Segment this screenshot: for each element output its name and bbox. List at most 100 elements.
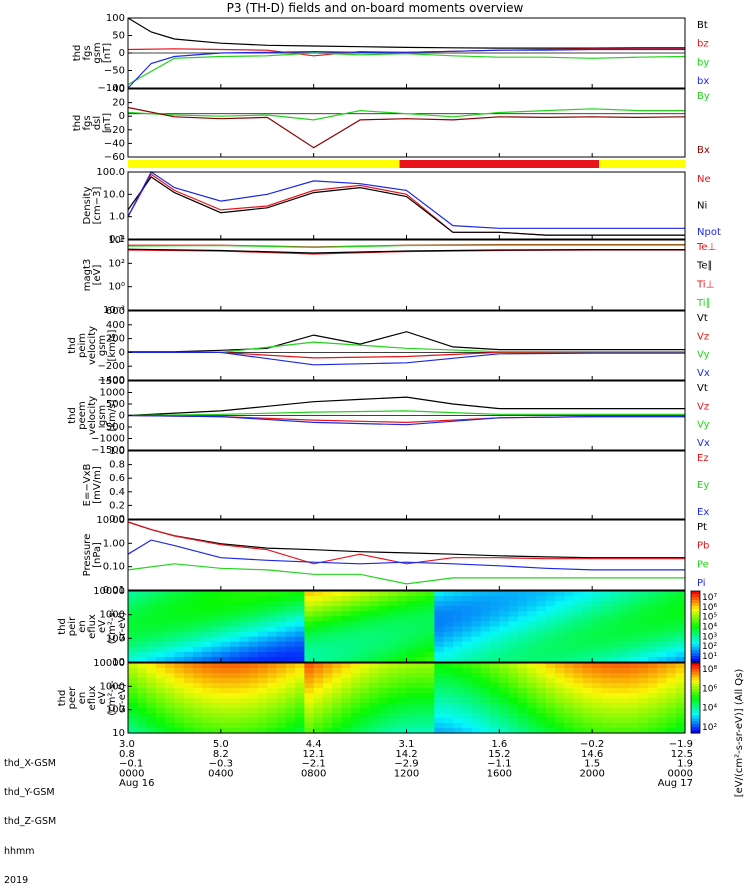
heatmap-cell (592, 601, 603, 607)
heatmap-cell (192, 651, 203, 658)
heatmap-cell (369, 656, 380, 663)
heatmap-cell (638, 626, 649, 633)
heatmap-cell (257, 621, 268, 628)
heatmap-cell (620, 688, 630, 694)
heatmap-cell (202, 663, 213, 669)
heatmap-cell (601, 606, 612, 612)
ephem-z: −0.1 (119, 759, 143, 770)
heatmap-cell (480, 656, 491, 663)
heatmap-cell (415, 596, 426, 602)
heatmap-cell (341, 703, 352, 709)
heatmap-cell (155, 708, 166, 714)
heatmap-cell (174, 718, 185, 724)
heatmap-cell (155, 698, 166, 704)
y-axis-label: gsm (97, 405, 108, 426)
heatmap-cell (480, 703, 491, 709)
heatmap-cell (657, 723, 668, 729)
ephem-y: 12.5 (671, 749, 693, 760)
heatmap-cell (230, 663, 240, 669)
colorbar-swatch (691, 712, 700, 717)
heatmap-cell (564, 621, 575, 628)
heatmap-cell (555, 663, 565, 669)
heatmap-cell (183, 728, 194, 734)
heatmap-cell (406, 651, 417, 658)
heatmap-cell (350, 601, 361, 607)
heatmap-cell (610, 673, 621, 679)
heatmap-cell (517, 646, 528, 653)
heatmap-cell (620, 673, 630, 679)
colorbar-swatch (691, 596, 700, 601)
heatmap-cell (582, 646, 593, 653)
colorbar-swatch (691, 718, 700, 722)
heatmap-cell (322, 693, 333, 699)
heatmap-cell (629, 616, 640, 623)
heatmap-cell (462, 656, 473, 663)
heatmap-cell (378, 713, 389, 719)
heatmap-cell (369, 636, 380, 643)
panel-frame (127, 450, 686, 520)
heatmap-cell (350, 591, 361, 597)
heatmap-cell (610, 646, 621, 653)
heatmap-cell (183, 713, 194, 719)
heatmap-cell (202, 708, 213, 714)
heatmap-cell (137, 606, 148, 612)
heatmap-cell (536, 723, 547, 729)
heatmap-cell (610, 641, 621, 648)
heatmap-cell (425, 718, 435, 724)
heatmap-cell (582, 693, 593, 699)
heatmap-cell (592, 698, 603, 704)
heatmap-cell (276, 713, 287, 719)
heatmap-cell (545, 626, 556, 633)
y-tick-label: −1000 (91, 434, 125, 445)
y-tick-label: 10.0 (103, 189, 125, 200)
y-tick-label: 0.2 (109, 500, 125, 511)
heatmap-cell (211, 703, 222, 709)
ephem-z: 1.9 (677, 759, 693, 770)
heatmap-cell (406, 718, 417, 724)
heatmap-cell (443, 641, 454, 648)
heatmap-cell (564, 678, 575, 684)
heatmap-cell (230, 656, 240, 663)
heatmap-cell (397, 688, 408, 694)
legend-te: Te∥ (696, 261, 713, 272)
heatmap-cell (527, 656, 538, 663)
heatmap-cell (192, 611, 203, 617)
heatmap-cell (573, 663, 584, 669)
heatmap-cell (647, 646, 658, 653)
heatmap-cell (397, 663, 408, 669)
colorbar-tick: 10⁴ (702, 704, 717, 714)
heatmap-cell (397, 631, 408, 638)
ephem-hhmm: 2000 (579, 768, 604, 779)
heatmap-cell (675, 668, 686, 674)
heatmap-cell (573, 703, 584, 709)
heatmap-cell (545, 596, 556, 602)
legend-ex: Ex (697, 507, 709, 518)
heatmap-cell (573, 683, 584, 689)
heatmap-cell (629, 621, 640, 628)
colorbar-swatch (691, 591, 700, 595)
heatmap-cell (443, 591, 454, 597)
heatmap-cell (480, 611, 491, 617)
heatmap-cell (322, 673, 333, 679)
y-tick-label: 0.8 (109, 460, 125, 471)
heatmap-cell (480, 718, 491, 724)
heatmap-cell (230, 703, 240, 709)
heatmap-cell (192, 723, 203, 729)
heatmap-cell (666, 708, 677, 714)
heatmap-cell (350, 656, 361, 663)
heatmap-cell (434, 728, 445, 734)
heatmap-cell (406, 601, 417, 607)
y-axis-label: peem (77, 401, 88, 429)
heatmap-cell (452, 646, 463, 653)
heatmap-cell (165, 641, 176, 648)
colorbar-swatch (691, 727, 700, 731)
heatmap-cell (675, 636, 686, 643)
heatmap-cell (490, 621, 500, 628)
heatmap-cell (564, 646, 575, 653)
heatmap-cell (174, 621, 185, 628)
heatmap-cell (267, 668, 278, 674)
heatmap-cell (378, 688, 389, 694)
heatmap-cell (220, 673, 231, 679)
